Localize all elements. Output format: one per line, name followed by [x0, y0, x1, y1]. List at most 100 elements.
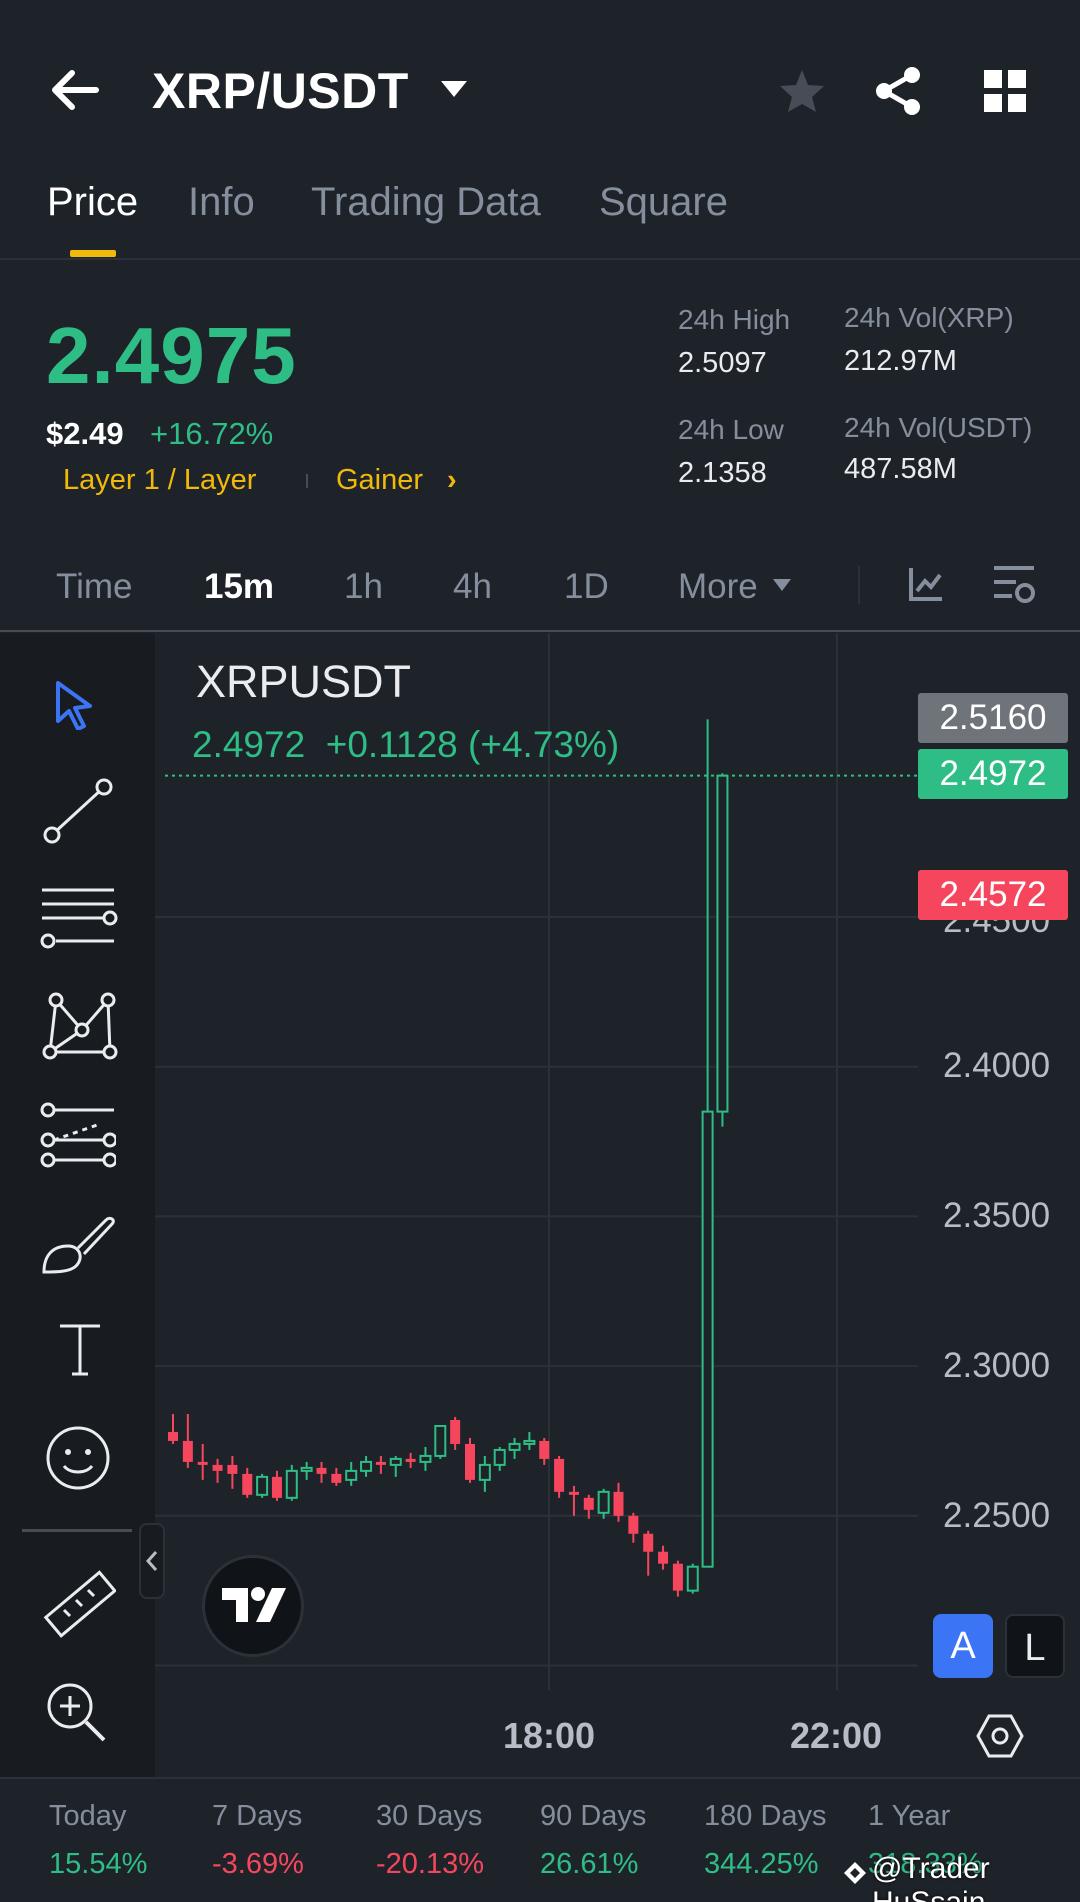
ruler-icon[interactable]	[40, 1568, 116, 1644]
chevron-left-icon[interactable]	[146, 1550, 158, 1572]
perf-label-1y: 1 Year	[868, 1800, 951, 1832]
candle	[716, 773, 729, 1127]
timeframe-15m[interactable]: 15m	[204, 567, 275, 606]
stat-vol-quote-value: 487.58M	[844, 453, 957, 485]
stat-low-value: 2.1358	[678, 457, 767, 489]
candle	[658, 1545, 669, 1570]
candle-body	[285, 1469, 298, 1499]
price-chart[interactable]	[155, 633, 918, 1690]
indicator-icon[interactable]	[908, 566, 944, 602]
category-tag[interactable]: Layer 1 / Layer	[63, 464, 257, 496]
pair-title[interactable]: XRP/USDT	[152, 63, 409, 119]
performance-bar	[0, 1777, 1080, 1902]
candle-body	[360, 1460, 373, 1472]
candle	[701, 719, 714, 1568]
candle-body	[493, 1448, 506, 1466]
candle	[523, 1431, 536, 1450]
brush-icon[interactable]	[40, 1214, 120, 1276]
candle	[168, 1414, 178, 1444]
candle-body	[256, 1475, 269, 1496]
pattern-icon[interactable]	[42, 990, 118, 1060]
candle	[345, 1461, 358, 1486]
cursor-icon[interactable]	[54, 680, 94, 730]
trend-line-icon[interactable]	[42, 777, 114, 845]
perf-label-180d: 180 Days	[704, 1800, 827, 1832]
zoom-in-icon[interactable]	[44, 1680, 108, 1744]
candle	[242, 1467, 253, 1498]
tradingview-logo-icon	[222, 1587, 286, 1622]
candle-body	[345, 1469, 358, 1481]
candle-body	[242, 1473, 253, 1495]
stat-high-value: 2.5097	[678, 347, 767, 379]
timeframe-time[interactable]: Time	[56, 567, 133, 606]
candle-body	[375, 1461, 386, 1465]
perf-label-today: Today	[49, 1800, 127, 1832]
perf-label-90d: 90 Days	[540, 1800, 647, 1832]
tab-square[interactable]: Square	[599, 180, 728, 224]
candle	[672, 1560, 683, 1597]
active-tab-indicator	[70, 250, 116, 257]
y-axis-label: 2.2500	[943, 1496, 1051, 1535]
perf-value-1y: 318.33%	[868, 1848, 983, 1880]
grid-icon[interactable]	[984, 70, 1026, 112]
candle-body	[568, 1491, 579, 1495]
candle-body	[465, 1443, 475, 1480]
candle	[227, 1455, 238, 1489]
perf-label-7d: 7 Days	[212, 1800, 303, 1832]
tab-trading-data[interactable]: Trading Data	[311, 180, 541, 224]
chart-settings-icon[interactable]	[992, 564, 1036, 606]
chevron-right-icon[interactable]: ›	[447, 464, 457, 496]
star-icon[interactable]	[778, 68, 826, 114]
candle	[539, 1437, 550, 1465]
fib-retracement-icon[interactable]	[40, 1102, 116, 1168]
candle	[434, 1424, 447, 1459]
log-scale-button[interactable]: L	[1005, 1614, 1065, 1678]
y-axis-label: 2.3500	[943, 1196, 1051, 1235]
toolbar-collapse-handle[interactable]	[139, 1523, 165, 1599]
candle	[686, 1563, 699, 1594]
candle	[450, 1416, 461, 1450]
price-change-percent: +16.72%	[150, 416, 274, 451]
toolbar-divider	[22, 1529, 132, 1532]
header-bar: XRP/USDT	[0, 0, 1080, 180]
gainer-tag[interactable]: Gainer	[336, 464, 424, 496]
stat-low-label: 24h Low	[678, 414, 784, 445]
candle	[405, 1452, 416, 1468]
candle-body	[331, 1473, 342, 1483]
horizontal-lines-icon[interactable]	[38, 886, 118, 950]
candle	[182, 1414, 193, 1468]
candle	[256, 1473, 269, 1498]
candle	[628, 1512, 639, 1543]
y-axis-label: 2.4000	[943, 1046, 1051, 1085]
candle-body	[300, 1466, 313, 1472]
text-tool-icon[interactable]	[56, 1322, 104, 1378]
caret-down-icon[interactable]	[440, 80, 468, 98]
stat-vol-base-label: 24h Vol(XRP)	[844, 302, 1014, 333]
y-axis-label: 2.3000	[943, 1346, 1051, 1385]
candle	[493, 1446, 506, 1471]
candle-body	[389, 1457, 402, 1466]
tab-info[interactable]: Info	[188, 180, 255, 224]
stat-vol-base-value: 212.97M	[844, 345, 957, 377]
candle-body	[271, 1476, 282, 1498]
caret-down-icon[interactable]	[773, 579, 791, 591]
timeframe-1h[interactable]: 1h	[344, 567, 383, 606]
timeframe-4h[interactable]: 4h	[453, 567, 492, 606]
x-axis-label: 18:00	[503, 1715, 596, 1756]
candle	[643, 1530, 654, 1576]
candle-body	[419, 1454, 432, 1463]
timeframe-1d[interactable]: 1D	[564, 567, 609, 606]
arrow-left-icon[interactable]	[50, 68, 100, 112]
tab-price[interactable]: Price	[47, 180, 139, 224]
chart-area[interactable]	[0, 632, 1080, 1777]
hexagon-settings-icon[interactable]	[976, 1713, 1024, 1759]
candle	[597, 1488, 610, 1519]
last-price-marker: 2.4972	[918, 749, 1068, 799]
candle	[389, 1455, 402, 1477]
share-icon[interactable]	[874, 66, 922, 116]
auto-scale-button[interactable]: A	[933, 1614, 993, 1678]
perf-value-7d: -3.69%	[212, 1848, 304, 1880]
timeframe-more[interactable]: More	[678, 567, 758, 606]
candle	[316, 1461, 327, 1483]
emoji-icon[interactable]	[44, 1424, 112, 1492]
